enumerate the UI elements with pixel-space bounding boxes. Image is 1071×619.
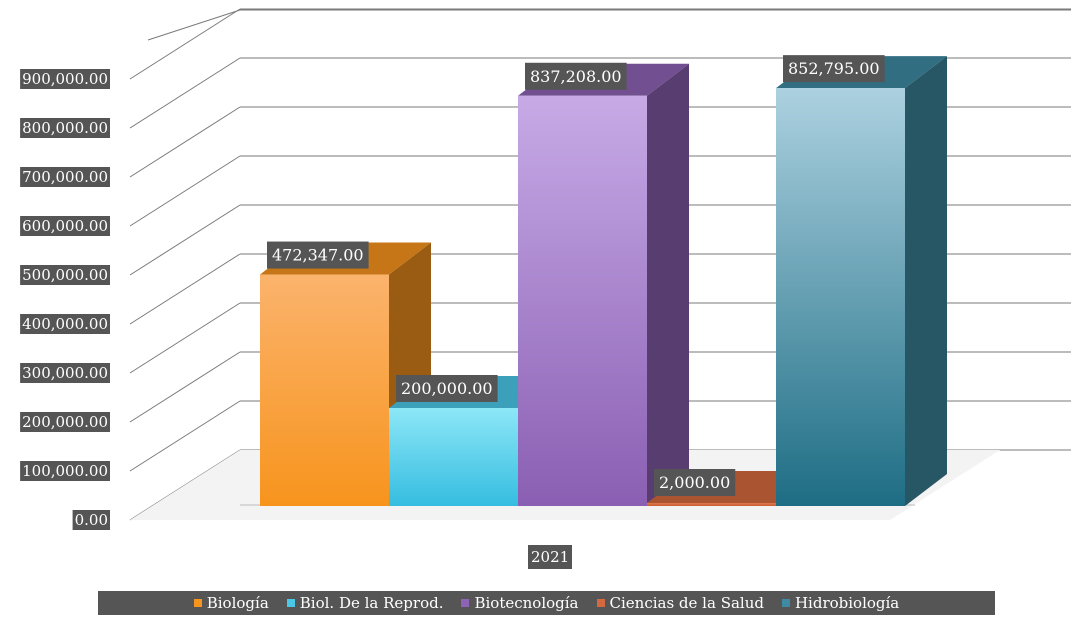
legend-swatch [286, 599, 295, 607]
y-tick-label: 800,000.00 [22, 119, 108, 137]
y-tick-label: 500,000.00 [22, 266, 108, 284]
y-tick-label-bg [20, 167, 110, 187]
y-tick-label: 100,000.00 [22, 462, 108, 480]
legend-label: Hidrobiología [794, 594, 900, 612]
y-tick-label-bg [20, 412, 110, 432]
gridline-depth [129, 106, 241, 178]
legend: Biología Biol. De la Reprod. Biotecnolog… [98, 591, 995, 615]
gridline-depth [129, 351, 241, 423]
legend-label: Biología [206, 594, 269, 612]
gridline-depth [129, 204, 241, 276]
legend-swatch [461, 599, 470, 607]
gridline-depth [129, 253, 241, 325]
y-tick-label-bg [20, 314, 110, 334]
data-label-bg [783, 55, 885, 83]
y-tick-label: 600,000.00 [22, 217, 108, 235]
data-label-bg [396, 375, 498, 402]
data-label: 852,795.00 [788, 59, 880, 78]
y-tick-label-bg [20, 265, 110, 285]
data-label: 2,000.00 [659, 473, 730, 492]
legend-item-ciencias-salud: Ciencias de la Salud [596, 594, 764, 612]
legend-item-biologia: Biología [193, 594, 269, 612]
legend-item-biotecnologia: Biotecnología [461, 594, 579, 612]
gridline-depth [129, 8, 241, 80]
data-label-bg [267, 241, 369, 269]
data-label: 472,347.00 [272, 246, 364, 265]
y-tick-label: 400,000.00 [22, 315, 108, 333]
data-label-bg [654, 469, 736, 496]
legend-label: Biol. De la Reprod. [299, 594, 444, 612]
gridline-depth [129, 57, 241, 129]
y-tick-label: 200,000.00 [22, 413, 108, 431]
bar-2 [518, 63, 689, 507]
data-label: 837,208.00 [530, 67, 622, 86]
bar-front-face [647, 503, 776, 506]
y-tick-label: 300,000.00 [22, 364, 108, 382]
legend-swatch [596, 599, 605, 607]
legend-swatch [781, 599, 790, 607]
gridline-depth [129, 155, 241, 227]
bar-side-face [647, 63, 689, 507]
gridline-depth [147, 9, 241, 41]
legend-item-biol-reprod: Biol. De la Reprod. [286, 594, 444, 612]
y-tick-label-bg [72, 510, 110, 530]
y-tick-label-bg [20, 118, 110, 138]
y-tick-label: 0.00 [75, 511, 108, 529]
y-tick-label-bg [20, 461, 110, 481]
bar-front-face [518, 95, 647, 507]
bar-side-face [905, 56, 947, 506]
gridline-depth [129, 302, 241, 374]
legend-label: Ciencias de la Salud [609, 594, 764, 612]
legend-item-hidrobiologia: Hidrobiología [781, 594, 900, 612]
bar-front-face [776, 88, 905, 507]
gridline-depth [129, 400, 241, 472]
bar-front-face [260, 274, 389, 506]
data-label: 200,000.00 [401, 379, 493, 398]
y-tick-label-bg [20, 69, 110, 89]
y-tick-label-bg [20, 363, 110, 383]
category-label: 2021 [528, 545, 573, 569]
legend-label: Biotecnología [474, 594, 579, 612]
bar-4 [776, 56, 947, 507]
data-label-bg [525, 62, 627, 90]
legend-swatch [193, 599, 202, 607]
bar-0 [260, 242, 431, 506]
bar-front-face [389, 408, 518, 506]
y-tick-label: 900,000.00 [22, 70, 108, 88]
y-tick-label-bg [20, 216, 110, 236]
y-tick-label: 700,000.00 [22, 168, 108, 186]
